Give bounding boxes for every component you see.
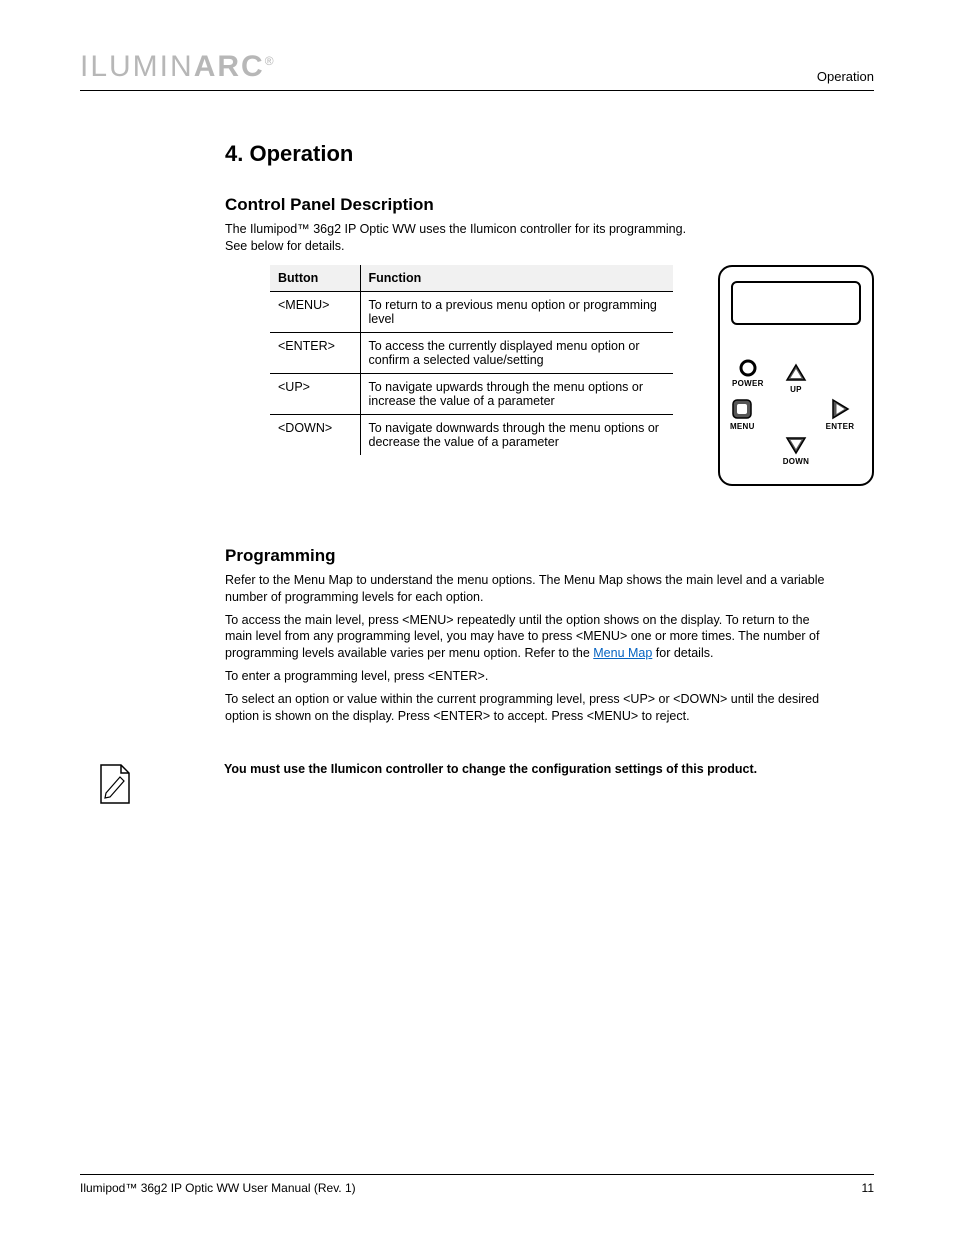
menu-icon: [731, 398, 753, 420]
footer: Ilumipod™ 36g2 IP Optic WW User Manual (…: [80, 1174, 874, 1195]
cell-function: To navigate downwards through the menu o…: [360, 414, 673, 455]
control-panel-title: Control Panel Description: [225, 195, 874, 215]
note-row: You must use the Ilumicon controller to …: [98, 761, 874, 810]
up-icon: [785, 363, 807, 383]
programming-title: Programming: [225, 546, 874, 566]
remote-diagram: POWER UP MENU: [718, 265, 874, 486]
header: ILUMINARC® Operation: [80, 50, 874, 91]
logo-light: ILUMIN: [80, 50, 194, 83]
cell-function: To return to a previous menu option or p…: [360, 291, 673, 332]
programming-p2-pre: To access the main level, press <MENU> r…: [225, 613, 819, 661]
table-header-row: Button Function: [270, 265, 673, 292]
cell-button: <MENU>: [270, 291, 360, 332]
note-icon: [98, 763, 138, 810]
down-label: DOWN: [783, 457, 810, 466]
note-text: You must use the Ilumicon controller to …: [224, 761, 757, 778]
programming-p2-post: for details.: [652, 646, 713, 660]
col-button: Button: [270, 265, 360, 292]
cell-function: To navigate upwards through the menu opt…: [360, 373, 673, 414]
cell-button: <DOWN>: [270, 414, 360, 455]
table-and-remote-row: Button Function <MENU> To return to a pr…: [270, 265, 874, 486]
remote-screen: [731, 281, 861, 325]
power-label: POWER: [732, 379, 764, 388]
up-label: UP: [790, 385, 802, 394]
down-icon: [785, 435, 807, 455]
cell-function: To access the currently displayed menu o…: [360, 332, 673, 373]
table-row: <DOWN> To navigate downwards through the…: [270, 414, 673, 455]
col-function: Function: [360, 265, 673, 292]
table-row: <ENTER> To access the currently displaye…: [270, 332, 673, 373]
header-section-label: Operation: [817, 69, 874, 84]
cell-button: <UP>: [270, 373, 360, 414]
button-function-table: Button Function <MENU> To return to a pr…: [270, 265, 673, 455]
power-icon: [739, 359, 757, 377]
menu-label: MENU: [730, 422, 755, 431]
footer-page-number: 11: [862, 1181, 874, 1195]
cell-button: <ENTER>: [270, 332, 360, 373]
programming-p2: To access the main level, press <MENU> r…: [225, 612, 834, 663]
programming-p1: Refer to the Menu Map to understand the …: [225, 572, 834, 606]
enter-label: ENTER: [826, 422, 855, 431]
programming-p3: To enter a programming level, press <ENT…: [225, 668, 834, 685]
control-panel-body: The Ilumipod™ 36g2 IP Optic WW uses the …: [225, 221, 700, 255]
registered-icon: ®: [265, 54, 276, 68]
footer-left: Ilumipod™ 36g2 IP Optic WW User Manual (…: [80, 1181, 356, 1195]
programming-p4: To select an option or value within the …: [225, 691, 834, 725]
page: ILUMINARC® Operation 4. Operation Contro…: [0, 0, 954, 1235]
section-title: 4. Operation: [225, 141, 874, 167]
logo-bold: ARC: [194, 50, 265, 83]
table-row: <MENU> To return to a previous menu opti…: [270, 291, 673, 332]
menu-map-link[interactable]: Menu Map: [593, 646, 652, 660]
enter-icon: [830, 398, 850, 420]
table-row: <UP> To navigate upwards through the men…: [270, 373, 673, 414]
logo: ILUMINARC®: [80, 50, 276, 84]
